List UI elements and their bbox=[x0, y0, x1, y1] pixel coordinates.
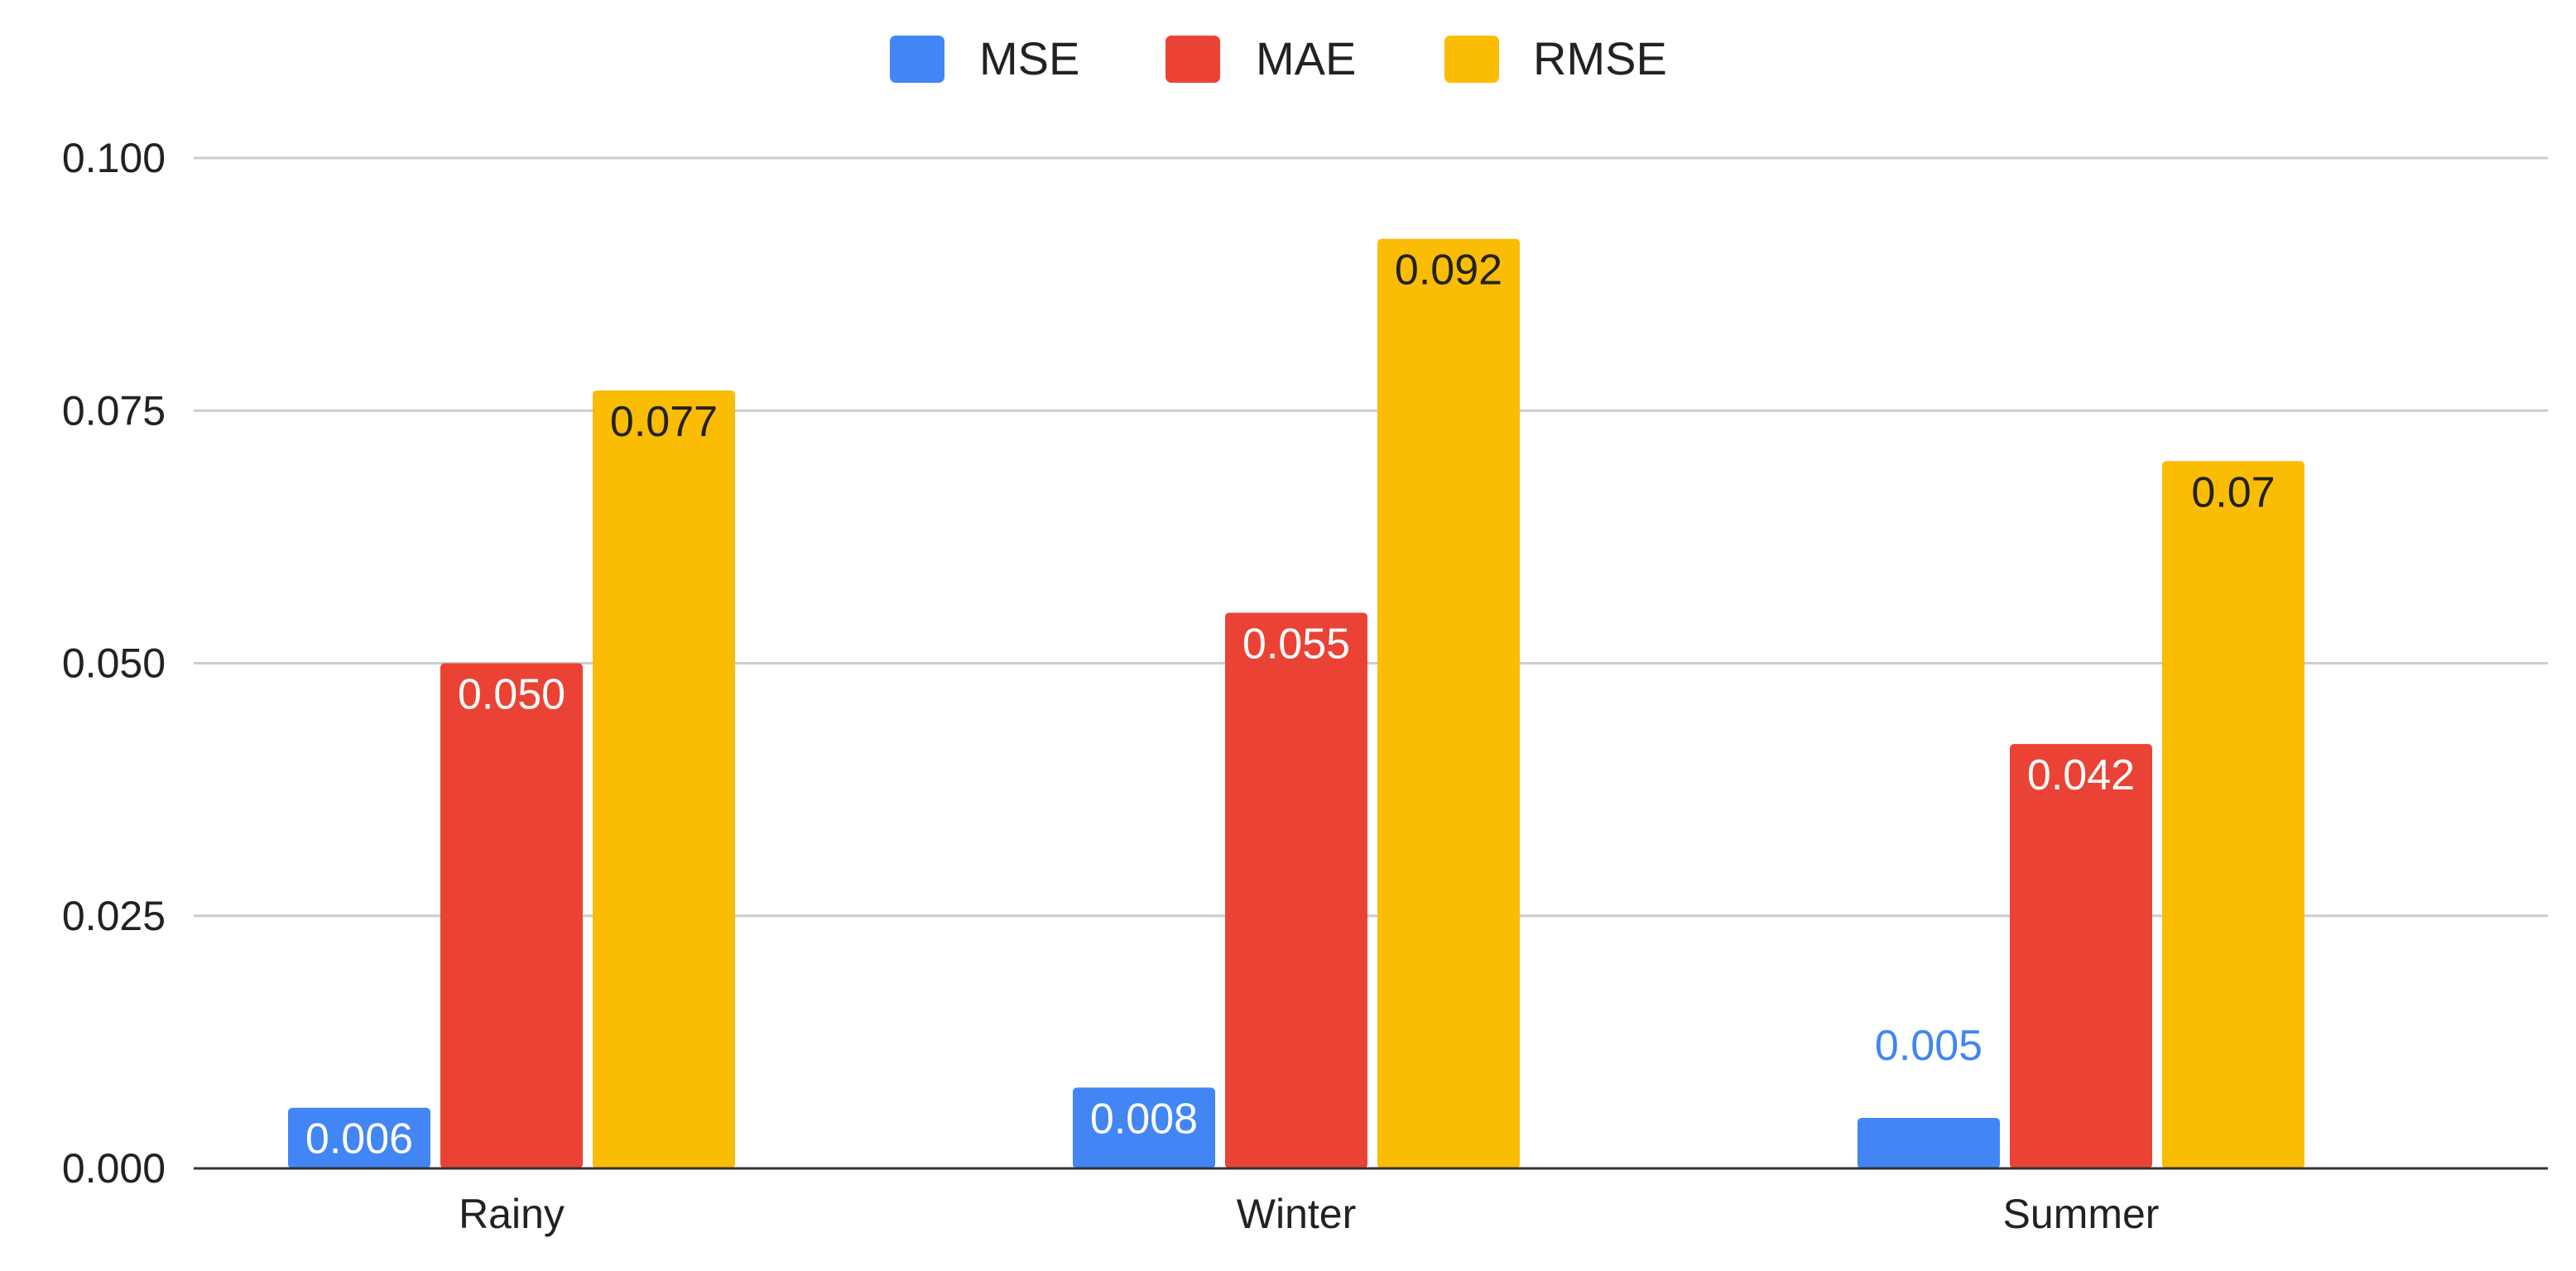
data-label-mse-rainy: 0.006 bbox=[305, 1115, 413, 1163]
x-axis: Rainy Winter Summer bbox=[194, 1167, 2548, 1237]
legend-item-mse[interactable]: MSE bbox=[890, 32, 1079, 84]
y-tick-label: 0.100 bbox=[62, 135, 166, 181]
data-label-mae-summer: 0.042 bbox=[2027, 751, 2135, 799]
bar-mse-winter bbox=[1073, 1087, 1215, 1168]
data-labels: 0.006 0.050 0.077 0.008 0.055 0.092 0.005 0.042… bbox=[305, 247, 2276, 1163]
data-label-mse-winter: 0.008 bbox=[1090, 1095, 1198, 1143]
y-tick-label: 0.075 bbox=[62, 387, 166, 434]
legend-swatch bbox=[890, 36, 944, 83]
x-tick-label: Summer bbox=[2003, 1191, 2160, 1237]
legend-label: MSE bbox=[979, 32, 1079, 84]
data-label-mse-summer: 0.005 bbox=[1875, 1022, 1982, 1070]
bar-rmse-rainy bbox=[593, 390, 735, 1169]
data-label-rmse-winter: 0.092 bbox=[1395, 247, 1502, 295]
data-label-rmse-rainy: 0.077 bbox=[610, 398, 718, 446]
bar-rmse-summer bbox=[2162, 461, 2304, 1168]
legend-label: MAE bbox=[1256, 32, 1356, 84]
legend-swatch bbox=[1165, 36, 1220, 83]
legend-item-mae[interactable]: MAE bbox=[1165, 32, 1356, 84]
legend[interactable]: MSE MAE RMSE bbox=[890, 32, 1667, 84]
bar-mse-rainy bbox=[288, 1107, 430, 1168]
y-tick-label: 0.000 bbox=[62, 1145, 166, 1192]
bar-mae-summer bbox=[2010, 744, 2152, 1168]
legend-item-rmse[interactable]: RMSE bbox=[1444, 32, 1667, 84]
gridlines bbox=[194, 156, 2548, 918]
bars bbox=[288, 238, 2304, 1169]
data-label-mae-winter: 0.055 bbox=[1242, 620, 1350, 668]
bar-mae-rainy bbox=[440, 663, 583, 1168]
data-label-mae-rainy: 0.050 bbox=[458, 671, 565, 719]
x-tick-label: Winter bbox=[1237, 1191, 1356, 1237]
data-label-rmse-summer: 0.07 bbox=[2191, 468, 2275, 516]
y-tick-label: 0.050 bbox=[62, 640, 166, 687]
y-tick-label: 0.025 bbox=[62, 893, 166, 939]
bar-mse-summer bbox=[1858, 1117, 2000, 1168]
legend-swatch bbox=[1444, 36, 1499, 83]
bar-rmse-winter bbox=[1377, 238, 1520, 1169]
bar-mae-winter bbox=[1225, 612, 1367, 1168]
x-tick-label: Rainy bbox=[459, 1191, 565, 1237]
y-axis: 0.000 0.025 0.050 0.075 0.100 bbox=[62, 135, 166, 1192]
legend-label: RMSE bbox=[1533, 32, 1667, 84]
